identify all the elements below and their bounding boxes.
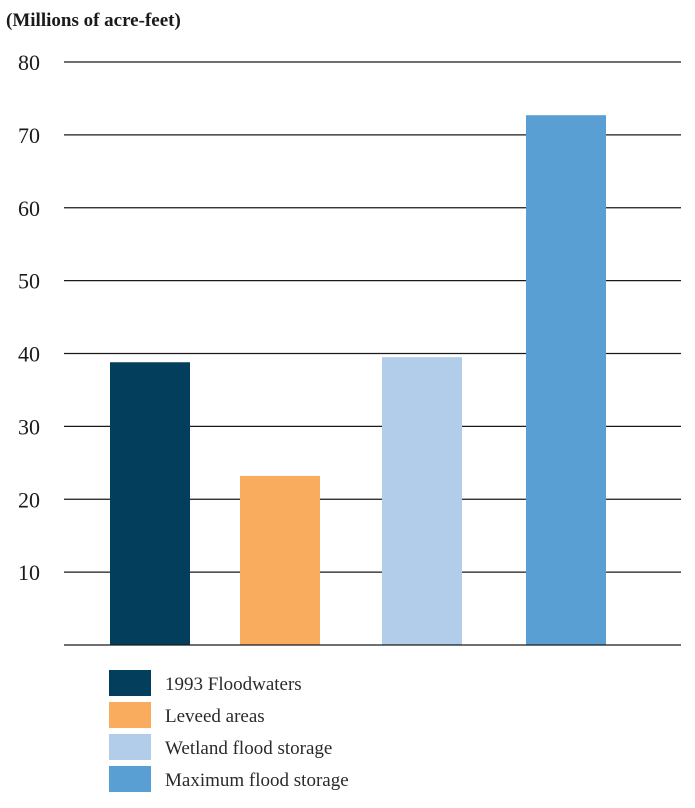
legend-label: Leveed areas	[165, 706, 265, 727]
y-tick-label: 40	[18, 342, 40, 367]
bar-maximum-flood-storage	[526, 115, 606, 646]
bar-wetland-flood-storage	[382, 357, 462, 645]
y-tick-label: 20	[18, 487, 40, 512]
legend-item: Wetland flood storage	[109, 734, 332, 760]
y-tick-label: 30	[18, 414, 40, 439]
legend-label: Wetland flood storage	[165, 738, 332, 759]
legend: 1993 Floodwaters Leveed areas Wetland floo…	[109, 670, 349, 792]
y-axis-tick-labels: 10 20 30 40 50 60 70 80	[18, 50, 40, 585]
legend-label: Maximum flood storage	[165, 770, 349, 791]
y-tick-label: 50	[18, 269, 40, 294]
legend-swatch	[109, 734, 151, 760]
y-axis-unit-label: (Millions of acre-feet)	[6, 10, 181, 31]
y-tick-label: 60	[18, 196, 40, 221]
legend-swatch	[109, 702, 151, 728]
legend-item: Maximum flood storage	[109, 766, 349, 792]
y-tick-label: 80	[18, 50, 40, 75]
bars	[110, 115, 606, 646]
bar-leveed-areas	[240, 475, 320, 645]
legend-swatch	[109, 670, 151, 696]
legend-label: 1993 Floodwaters	[165, 674, 302, 695]
legend-item: 1993 Floodwaters	[109, 670, 302, 696]
y-tick-label: 10	[18, 560, 40, 585]
bar-1993-floodwaters	[110, 362, 190, 645]
legend-item: Leveed areas	[109, 702, 265, 728]
y-tick-label: 70	[18, 123, 40, 148]
legend-swatch	[109, 766, 151, 792]
